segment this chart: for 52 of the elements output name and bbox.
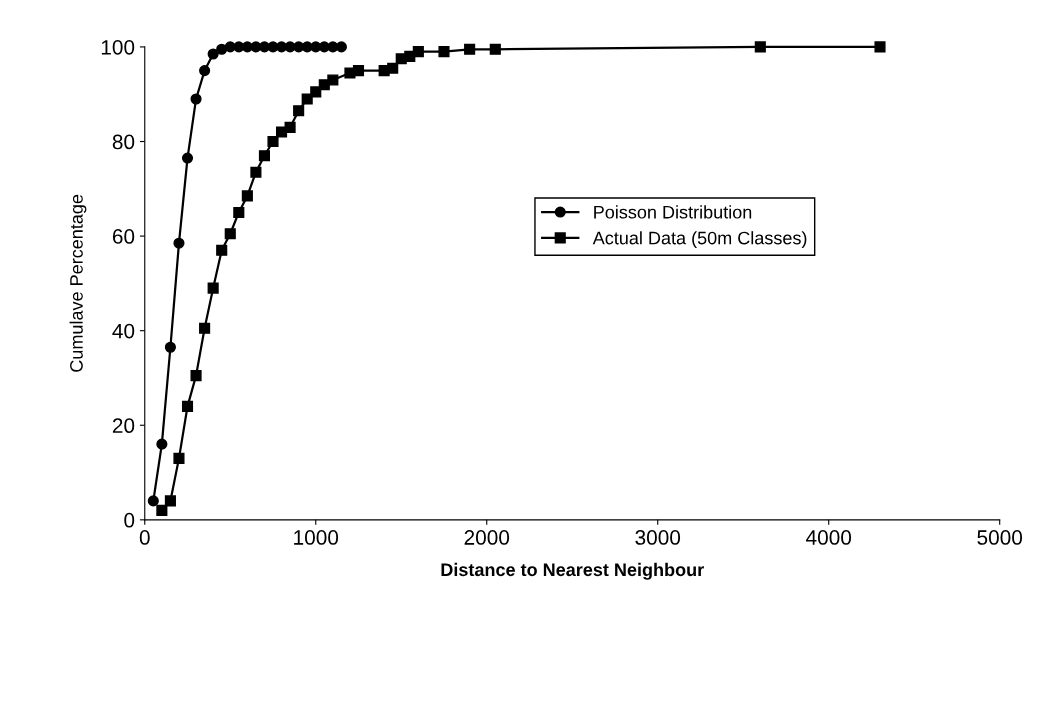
point: [233, 206, 245, 219]
legend-label: Poisson Distribution: [594, 205, 752, 219]
y-tick-label: 40: [112, 323, 135, 339]
x-tick-label: 3000: [635, 530, 681, 545]
y-tick-label: 100: [101, 39, 135, 55]
point: [241, 190, 253, 202]
point: [250, 166, 262, 178]
point: [224, 228, 236, 240]
point: [464, 43, 476, 55]
point: [216, 244, 228, 256]
point: [754, 41, 766, 53]
point: [438, 46, 450, 58]
point: [207, 282, 219, 294]
point: [301, 93, 313, 105]
point: [310, 86, 322, 98]
point: [190, 93, 202, 105]
point: [489, 43, 501, 55]
point: [293, 105, 305, 117]
point: [147, 495, 159, 507]
y-tick-label: 80: [112, 134, 135, 150]
point: [181, 400, 194, 412]
point: [173, 237, 185, 249]
point: [190, 370, 202, 382]
point: [352, 65, 365, 77]
point: [164, 341, 176, 353]
point: [267, 135, 279, 148]
point: [258, 150, 271, 162]
point: [156, 504, 168, 516]
y-tick-label: 0: [124, 512, 135, 528]
point: [275, 126, 288, 138]
point: [387, 62, 399, 74]
point: [199, 322, 211, 334]
x-tick-label: 5000: [977, 530, 1023, 545]
point: [156, 438, 168, 450]
y-axis-title: Cumulave Percentage: [69, 194, 87, 372]
x-tick-label: 0: [139, 530, 150, 545]
point: [164, 495, 176, 507]
x-tick-label: 1000: [294, 530, 339, 545]
point: [173, 452, 185, 464]
legend-label: Actual Data (50m Classes): [592, 231, 807, 248]
point: [874, 41, 886, 53]
x-axis-title: Distance to Nearest Neighbour: [441, 562, 704, 580]
point: [284, 121, 296, 133]
y-tick-label: 20: [112, 418, 135, 434]
point: [181, 152, 194, 164]
point: [327, 74, 339, 86]
x-tick-label: 2000: [464, 530, 510, 545]
y-tick-label: 60: [112, 229, 135, 244]
point: [199, 65, 211, 77]
point: [412, 46, 424, 58]
point: [207, 48, 219, 60]
x-tick-label: 4000: [806, 530, 852, 545]
